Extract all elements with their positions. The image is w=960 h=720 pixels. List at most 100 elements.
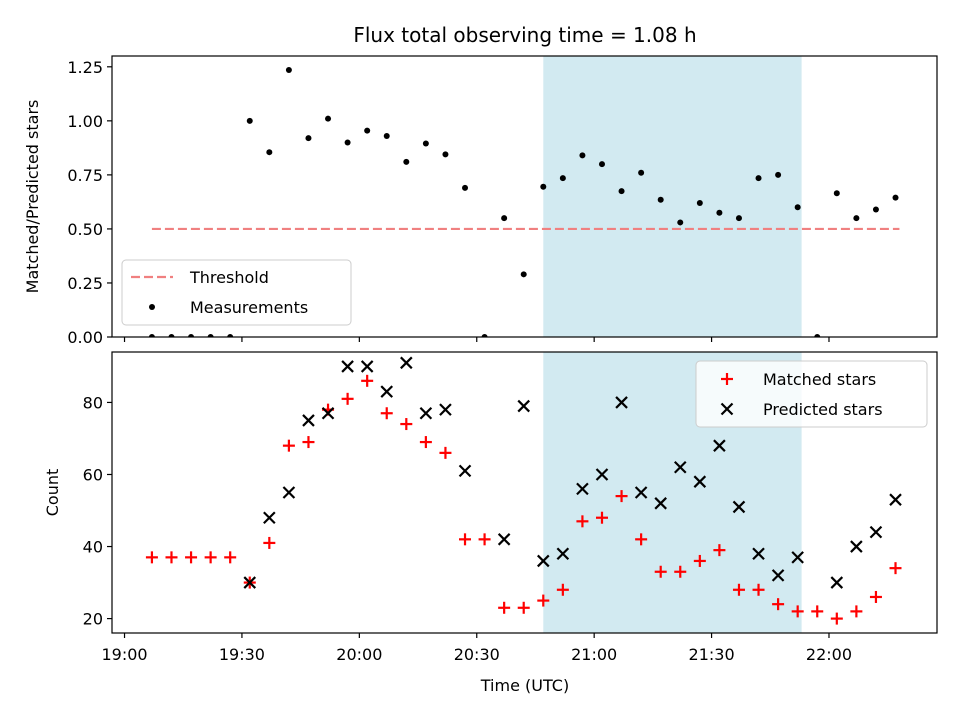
cross-b [556, 547, 570, 561]
cross-b [595, 468, 609, 481]
measurement-point [638, 169, 645, 176]
x-tick-label: 21:30 [689, 645, 735, 664]
cross-b [713, 439, 726, 452]
measurement-point [383, 132, 390, 139]
cross-b [282, 486, 296, 499]
measurement-point [657, 196, 664, 203]
predicted-star-point [889, 493, 902, 506]
cross-b [673, 461, 687, 474]
measurement-point [325, 115, 332, 122]
measurement-point [579, 152, 586, 159]
measurement-point [168, 334, 175, 337]
matched-star-point [517, 601, 530, 614]
predicted-star-point [673, 461, 687, 474]
matched-star-point [302, 436, 315, 449]
measurement-point [285, 67, 292, 74]
y-tick-label: 20 [83, 610, 103, 629]
axes-frame [111, 351, 938, 634]
x-axis-label: Time (UTC) [480, 676, 569, 695]
matched-star-point [498, 601, 511, 614]
matched-star-point [165, 551, 178, 564]
measurement-point [344, 139, 351, 146]
predicted-star-point [302, 414, 315, 427]
matched-star-point [380, 407, 393, 420]
measurement-point [696, 199, 703, 206]
predicted-star-point [360, 360, 374, 373]
measurement-point [814, 334, 821, 337]
cross-b [752, 547, 765, 561]
matched-star-point [889, 562, 902, 575]
measurement-point [833, 190, 840, 197]
measurement-point [246, 117, 253, 124]
cross-b [380, 385, 394, 398]
legend: Matched stars Predicted stars [695, 360, 928, 428]
x-tick-label: 22:00 [806, 645, 852, 664]
predicted-star-point [693, 475, 707, 488]
matched-star-point [713, 544, 726, 557]
legend-box [121, 259, 352, 326]
measurement-point [618, 188, 625, 195]
y-axis-label: Count [43, 469, 62, 517]
matched-star-point [635, 533, 648, 546]
predicted-star-point [458, 464, 472, 478]
y-tick-label: 0.25 [67, 274, 103, 293]
cross-b [791, 551, 804, 564]
predicted-star-point [341, 360, 354, 373]
predicted-star-point [439, 403, 452, 416]
cross-b [439, 403, 452, 416]
measurement-point [462, 184, 469, 191]
matched-star-point [869, 590, 882, 603]
y-tick-label: 1.25 [67, 58, 103, 77]
matched-star-point [419, 436, 432, 449]
predicted-star-point [771, 569, 785, 582]
y-axis-label: Matched/Predicted stars [23, 100, 42, 294]
cross-b [654, 497, 667, 510]
measurement-point [677, 219, 684, 226]
matched-star-point [224, 551, 237, 564]
predicted-star-point [282, 486, 296, 499]
cross-b [419, 406, 433, 420]
cross-b [615, 396, 628, 409]
chart-title: Flux total observing time = 1.08 h [353, 23, 696, 47]
cross-b [458, 464, 472, 478]
measurement-point [403, 158, 410, 165]
predicted-star-point [634, 486, 648, 499]
measurement-point [598, 161, 605, 168]
predicted-star-point [243, 576, 257, 589]
y-tick-label: 0.50 [67, 220, 103, 239]
cross-b [321, 406, 335, 420]
matched-star-point [576, 515, 589, 528]
measurement-point [148, 334, 155, 337]
legend-matched-label: Matched stars [763, 370, 876, 389]
measurement-point [501, 215, 508, 222]
legend-predicted-label: Predicted stars [763, 400, 883, 419]
matched-star-point [145, 551, 158, 564]
measurement-point [559, 175, 566, 182]
matched-star-point [595, 511, 608, 524]
cross-b [771, 569, 785, 582]
legend: Threshold Measurements [121, 259, 352, 326]
matched-star-point [537, 594, 550, 607]
cross-b [869, 525, 883, 539]
cross-b [497, 533, 511, 546]
predicted-star-point [419, 406, 433, 420]
matched-star-point [459, 533, 472, 546]
legend-threshold-label: Threshold [189, 268, 269, 287]
plot-area [148, 56, 900, 337]
legend-box [695, 360, 928, 428]
matched-star-point [693, 554, 706, 567]
matched-star-point [654, 565, 667, 578]
cross-b [889, 493, 902, 506]
predicted-star-point [595, 468, 609, 481]
predicted-star-point [576, 482, 589, 496]
cross-b [850, 540, 863, 553]
predicted-star-point [380, 385, 394, 398]
predicted-star-point [497, 533, 511, 546]
cross-b [732, 500, 746, 514]
predicted-star-point [732, 500, 746, 514]
upper-panel: 0.00 0.25 0.50 0.75 1.00 1.25 Matched/Predicte… [23, 55, 938, 347]
measurement-point [481, 334, 488, 337]
legend-measurement-label: Measurements [190, 298, 308, 317]
predicted-star-point [830, 576, 844, 589]
axes-frame [111, 55, 938, 338]
